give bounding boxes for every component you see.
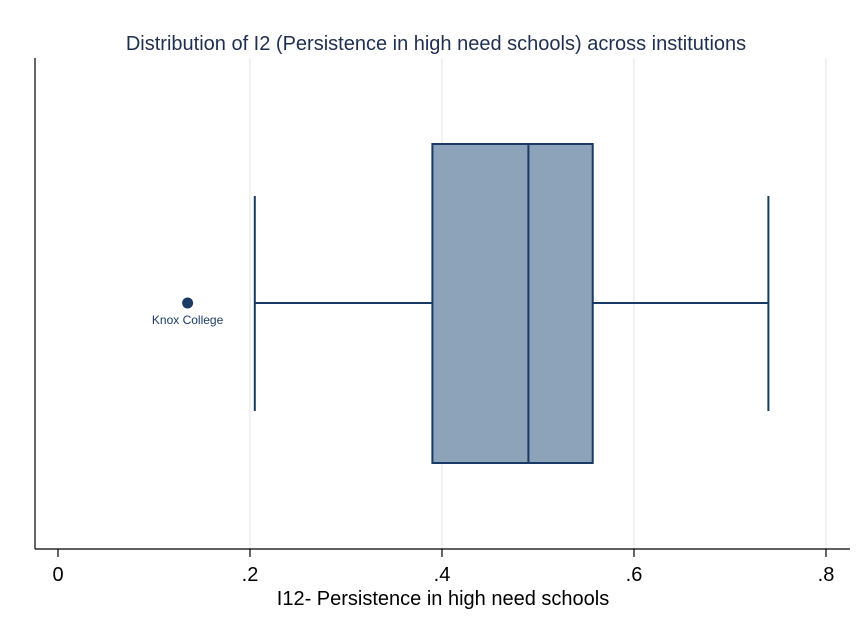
- x-axis-ticks: 0 .2 .4 .6 .8: [52, 549, 834, 586]
- box-plot: [253, 143, 770, 464]
- outliers: Knox College: [152, 297, 224, 327]
- x-tick-label: .6: [626, 564, 643, 586]
- outlier-point: [182, 297, 194, 309]
- x-tick-label: .4: [434, 564, 451, 586]
- chart-title: Distribution of I2 (Persistence in high …: [126, 33, 746, 55]
- interquartile-box: [431, 143, 594, 464]
- outlier-label: Knox College: [152, 313, 224, 327]
- x-tick-label: .8: [818, 564, 835, 586]
- x-tick-label: 0: [52, 564, 63, 586]
- x-axis-title: I12- Persistence in high need schools: [277, 588, 609, 610]
- x-tick-label: .2: [242, 564, 259, 586]
